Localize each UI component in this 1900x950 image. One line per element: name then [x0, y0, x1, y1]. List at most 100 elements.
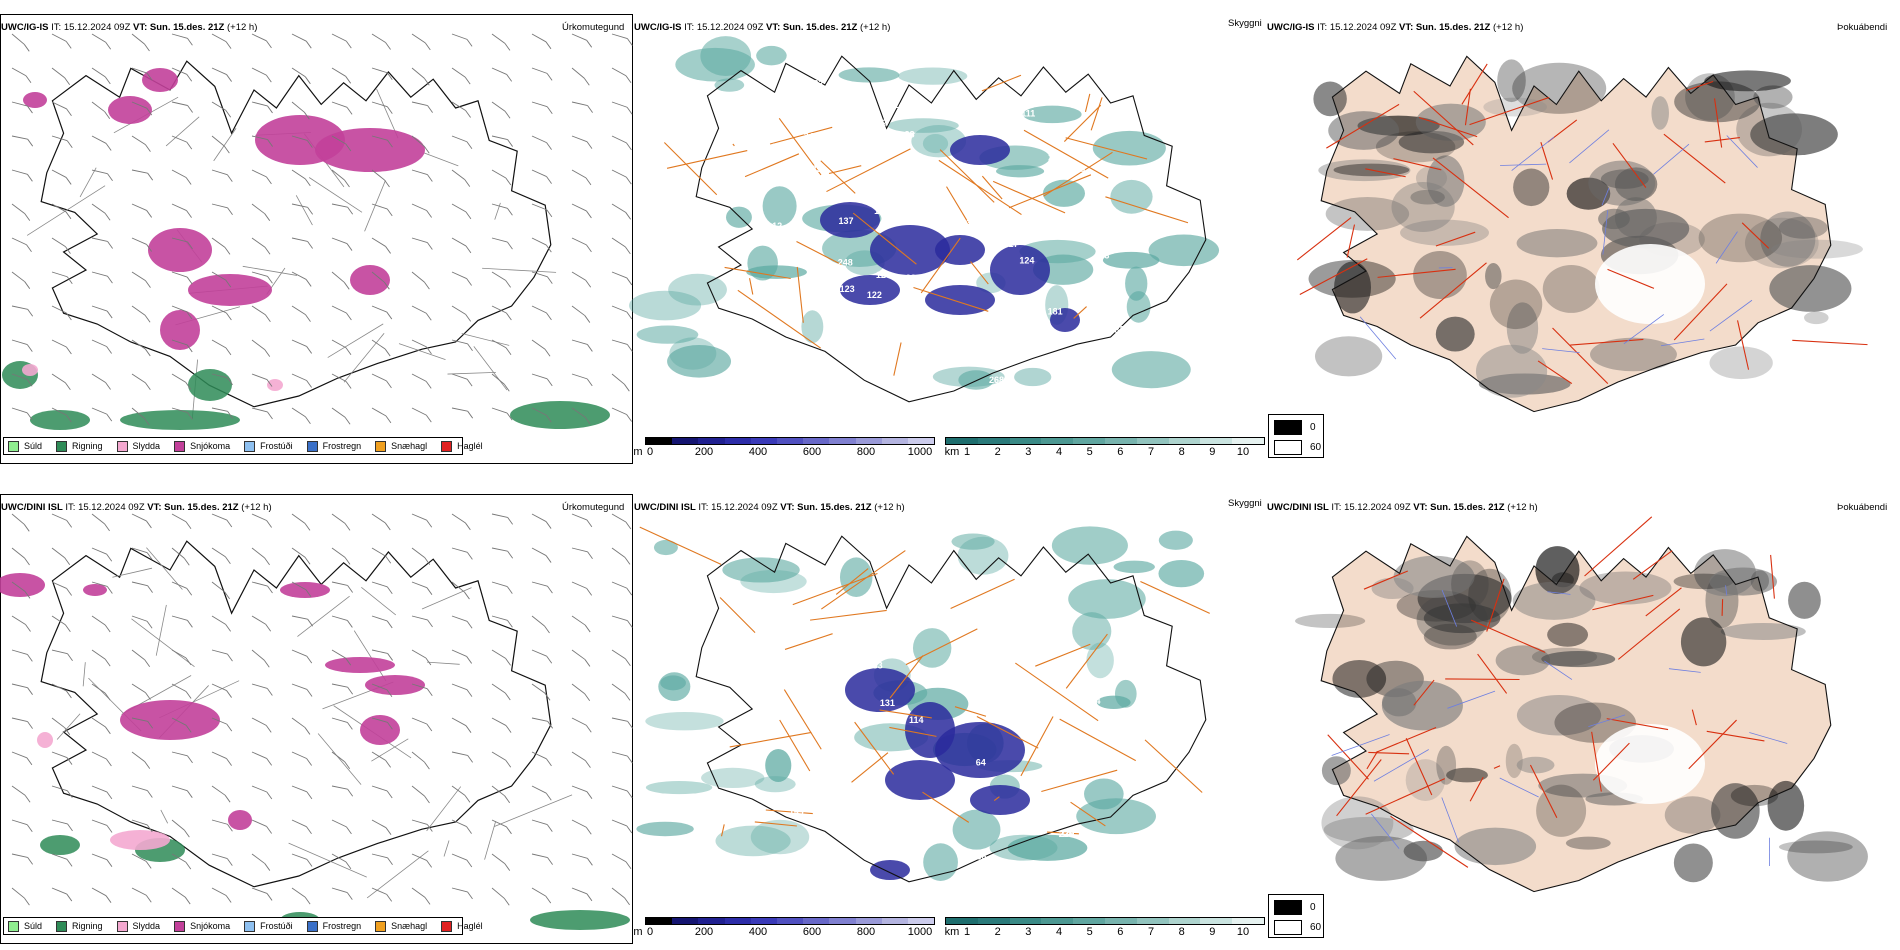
ceiling-label: 230 [1059, 829, 1074, 839]
header-fog-row2: UWC/DINI ISL IT: 15.12.2024 09Z VT: Sun.… [1267, 502, 1538, 514]
colorbar-unit: km [944, 926, 960, 938]
legend-swatch [116, 920, 128, 932]
fog-legend-swatch [1274, 900, 1302, 915]
colorbar-unit: m [633, 446, 643, 458]
precip-type-map-row2 [0, 494, 633, 944]
ceiling-label: 33 [1050, 591, 1060, 601]
legend-label: Rigning [72, 441, 103, 451]
legend-label: Snæhagl [391, 441, 428, 451]
colorbar-step [881, 438, 908, 444]
model-name: UWC/DINI ISL [634, 502, 696, 513]
legend-item: Frostúði [244, 440, 293, 452]
legend-item: Rigning [56, 920, 103, 932]
colorbar-tick: 10 [1236, 926, 1250, 938]
ceiling-label: 270 [910, 618, 925, 628]
colorbar-step [1168, 438, 1201, 444]
fog-legend-swatch [1274, 440, 1302, 455]
colorbar-step [1104, 918, 1137, 924]
model-name: UWC/IG-IS [1, 22, 49, 33]
snow-area [365, 675, 425, 695]
lead-time: (+12 h) [1507, 502, 1538, 513]
ceiling-label: 289 [994, 299, 1009, 309]
ceiling-label: 131 [880, 698, 895, 708]
wind-barbs [11, 33, 633, 426]
ceiling-label: 318 [1070, 164, 1085, 174]
legend-label: Slydda [132, 441, 161, 451]
ceiling-label: 238 [961, 218, 976, 228]
visibility-ticks: km 1 2 3 4 5 6 7 8 9 10 [0, 446, 1249, 460]
legend-swatch [56, 440, 68, 452]
colorbar-tick: 5 [1086, 446, 1093, 458]
snow-area [188, 274, 272, 306]
ceiling-label: 226 [1059, 829, 1074, 839]
it-value: 15.12.2024 09Z [1329, 22, 1397, 33]
header-cloud-row1: UWC/IG-IS IT: 15.12.2024 09Z VT: Sun. 15… [634, 22, 890, 34]
colorbar-step [977, 438, 1010, 444]
sleet-area [37, 732, 53, 748]
colorbar-step [1009, 918, 1042, 924]
legend-label: Frostregn [322, 441, 362, 451]
ceiling-label: 182 [908, 216, 923, 226]
it-label: IT: [1331, 502, 1342, 513]
ceiling-label: 104 [1085, 696, 1100, 706]
it-value: 15.12.2024 09Z [63, 22, 131, 33]
colorbar-step [1136, 438, 1169, 444]
legend-swatch [116, 440, 128, 452]
colorbar-step [1168, 918, 1201, 924]
colorbar-tick: 400 [748, 446, 768, 458]
colorbar-step [1200, 918, 1233, 924]
ceiling-label: 120 [876, 270, 891, 280]
height-ticks: m 0 200 400 600 800 1000 [0, 926, 932, 940]
legend-label: Snjókoma [190, 441, 231, 451]
ceiling-label: 307 [822, 146, 837, 156]
legend-item: Haglél [441, 440, 483, 452]
it-label: IT: [1317, 22, 1328, 33]
panel-title-visibility: Skyggni [1228, 498, 1262, 509]
precip-type-map-row1 [0, 14, 633, 464]
colorbar-tick: 200 [694, 926, 714, 938]
iceland-coastline [695, 55, 1207, 403]
colorbar-step [946, 918, 978, 924]
panel-title-precip-type: Úrkomutegund [562, 502, 625, 513]
colorbar-tick: 1 [963, 446, 971, 458]
it-value: 15.12.2024 09Z [696, 22, 764, 33]
colorbar-step [750, 918, 777, 924]
fog-legend-label: 0 [1310, 902, 1316, 913]
ceiling-label: 137 [838, 216, 853, 226]
ceiling-label: 17 [1009, 239, 1019, 249]
wind-barbs [11, 513, 634, 906]
colorbar-unit: m [633, 926, 643, 938]
legend-swatch [441, 920, 453, 932]
ceiling-label: 306 [1022, 120, 1037, 130]
vt-value: Sun. 15.des. 21Z [1415, 22, 1491, 33]
fog-legend-label: 60 [1310, 442, 1322, 453]
colorbar-step [1232, 918, 1264, 924]
ceiling-label: 12 [772, 221, 782, 231]
precip-areas [0, 573, 630, 930]
ceiling-label: 124 [1019, 255, 1034, 265]
sleet-area [22, 364, 38, 376]
visibility-ceiling-layer: 372 104 131 502 399 56 273 377 141 64 59 65 160 83 114… [636, 526, 1210, 883]
rain-area [188, 369, 232, 401]
colorbar-tick: 10 [1236, 446, 1250, 458]
snow-area [83, 584, 107, 596]
ceiling-label: 111 [1021, 109, 1035, 119]
colorbar-step [1200, 438, 1233, 444]
colorbar-step [829, 438, 856, 444]
colorbar-tick: 1 [963, 926, 971, 938]
ceiling-label: 59 [922, 607, 932, 617]
fog-legend-swatch [1274, 420, 1302, 435]
legend-swatch [8, 440, 19, 452]
fog-index-layer [1295, 516, 1868, 893]
header-precip-row2: UWC/DINI ISL IT: 15.12.2024 09Z VT: Sun.… [1, 502, 272, 514]
model-name: UWC/DINI ISL [1, 502, 63, 513]
sleet-area [110, 830, 170, 850]
fog-index-layer [1296, 55, 1868, 413]
colorbar-tick: 9 [1209, 446, 1216, 458]
legend-swatch [174, 920, 186, 932]
snow-area [228, 810, 252, 830]
colorbar-step [724, 918, 751, 924]
ceiling-label: 168 [999, 355, 1014, 365]
ceiling-label: 149 [765, 123, 780, 133]
